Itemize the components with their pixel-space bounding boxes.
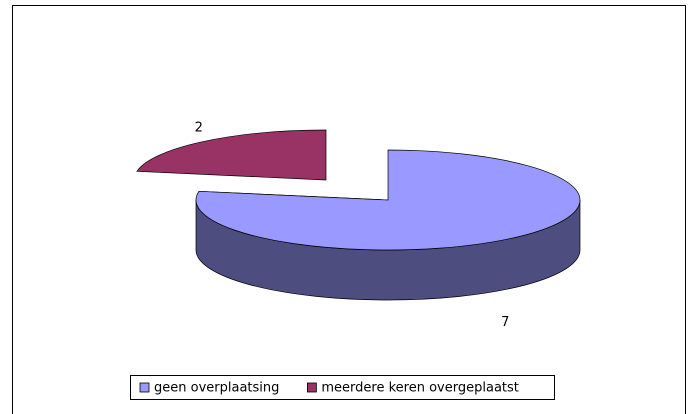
- legend-swatch: [306, 382, 317, 393]
- data-label: 7: [501, 315, 509, 330]
- legend-swatch: [139, 382, 150, 393]
- pie-slice: [136, 129, 327, 181]
- legend-label: meerdere keren overgeplaatst: [321, 381, 518, 396]
- pie-slice: [195, 149, 581, 251]
- legend-box: [130, 375, 555, 400]
- data-label: 2: [195, 121, 203, 136]
- legend-label: geen overplaatsing: [154, 381, 279, 396]
